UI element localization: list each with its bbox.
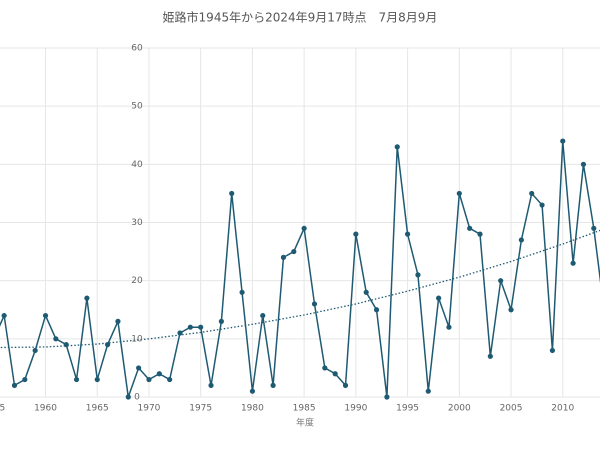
data-point bbox=[373, 307, 380, 313]
data-point bbox=[104, 342, 111, 348]
data-point bbox=[363, 289, 369, 295]
data-point bbox=[198, 324, 204, 330]
data-point bbox=[487, 353, 493, 359]
data-point bbox=[394, 144, 400, 150]
y-tick-label: 30 bbox=[131, 218, 143, 228]
data-point bbox=[322, 365, 328, 371]
data-point bbox=[208, 382, 214, 388]
data-point bbox=[580, 161, 587, 167]
data-point bbox=[436, 295, 442, 301]
data-point bbox=[384, 394, 390, 400]
data-point bbox=[560, 138, 566, 144]
data-point bbox=[125, 394, 131, 400]
data-line bbox=[0, 141, 600, 398]
data-point bbox=[415, 272, 421, 278]
data-point bbox=[342, 382, 349, 388]
data-point bbox=[218, 318, 224, 324]
y-tick-label: 10 bbox=[131, 334, 143, 344]
data-point bbox=[136, 365, 142, 371]
data-point bbox=[518, 237, 524, 243]
chart-title: 姫路市1945年から2024年9月17時点 7月8月9月 bbox=[163, 10, 438, 25]
data-point bbox=[63, 342, 69, 348]
data-point bbox=[591, 225, 597, 231]
x-tick-label: 1980 bbox=[241, 404, 264, 414]
data-point bbox=[404, 231, 411, 237]
data-point bbox=[570, 260, 576, 266]
y-tick-label: 50 bbox=[131, 102, 143, 112]
data-point bbox=[301, 225, 307, 231]
x-tick-label: 1995 bbox=[396, 404, 419, 414]
trendline bbox=[0, 229, 600, 349]
y-tick-label: 60 bbox=[131, 44, 143, 54]
x-tick-label: 1990 bbox=[344, 404, 367, 414]
data-point bbox=[84, 295, 90, 301]
data-point bbox=[467, 225, 473, 231]
data-point bbox=[1, 312, 7, 319]
data-point bbox=[280, 254, 287, 260]
y-tick-label: 40 bbox=[131, 160, 143, 170]
data-point bbox=[549, 347, 556, 354]
data-point bbox=[156, 371, 162, 377]
data-point bbox=[477, 231, 483, 237]
data-point bbox=[32, 347, 38, 354]
y-tick-label: 20 bbox=[131, 276, 143, 286]
x-tick-label: 2000 bbox=[448, 404, 471, 414]
data-point bbox=[22, 376, 28, 383]
data-point bbox=[311, 301, 318, 307]
y-tick-label: 0 bbox=[134, 393, 140, 403]
data-point bbox=[456, 190, 462, 197]
data-point bbox=[53, 336, 59, 342]
x-tick-label: 1985 bbox=[293, 404, 316, 414]
data-point bbox=[260, 312, 266, 319]
data-point bbox=[498, 278, 504, 284]
data-point bbox=[94, 376, 100, 383]
data-point bbox=[508, 307, 514, 313]
data-point bbox=[11, 382, 18, 388]
data-point bbox=[425, 388, 431, 394]
data-point bbox=[187, 324, 193, 330]
x-tick-label: 1955 bbox=[0, 404, 5, 414]
data-point bbox=[539, 202, 545, 208]
x-tick-label: 2010 bbox=[551, 404, 574, 414]
plot-area bbox=[0, 138, 600, 400]
grid bbox=[0, 47, 600, 398]
data-point bbox=[42, 312, 49, 319]
data-point bbox=[270, 382, 276, 388]
x-tick-label: 1970 bbox=[138, 404, 161, 414]
data-point bbox=[529, 190, 535, 197]
data-point bbox=[446, 324, 452, 330]
x-tick-label: 1975 bbox=[189, 404, 212, 414]
data-point bbox=[146, 376, 152, 383]
x-tick-label: 2005 bbox=[500, 404, 523, 414]
data-point bbox=[115, 318, 121, 324]
data-point bbox=[249, 388, 256, 394]
data-point bbox=[353, 231, 359, 237]
data-point bbox=[291, 248, 297, 255]
data-point bbox=[73, 376, 80, 383]
data-point bbox=[177, 330, 183, 336]
data-point bbox=[239, 289, 245, 295]
data-point bbox=[167, 376, 173, 383]
x-axis-title: 年度 bbox=[296, 417, 314, 429]
x-tick-label: 1960 bbox=[34, 404, 57, 414]
data-point bbox=[229, 190, 235, 197]
data-point bbox=[332, 371, 338, 377]
x-tick-label: 1965 bbox=[86, 404, 109, 414]
